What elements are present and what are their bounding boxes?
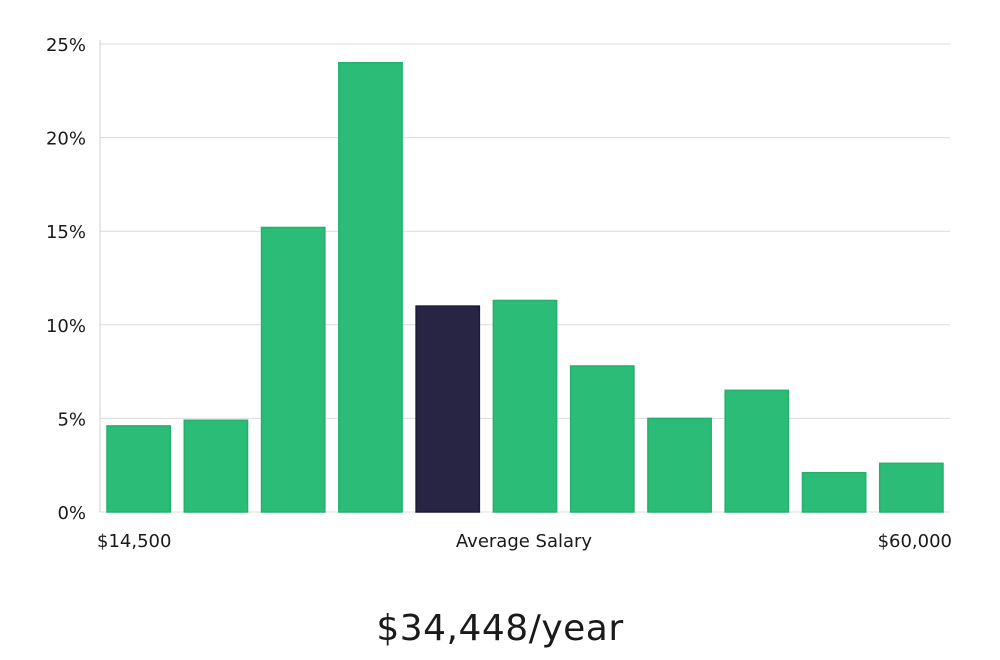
bar xyxy=(801,471,867,513)
y-axis-ticks: 0% 5% 10% 15% 20% 25% xyxy=(46,35,86,524)
bar xyxy=(183,419,249,513)
bar xyxy=(878,462,944,513)
x-label-min: $14,500 xyxy=(97,531,171,552)
average-salary-value: $34,448/year xyxy=(376,608,624,649)
y-tick-label: 20% xyxy=(46,129,86,150)
y-tick-label: 5% xyxy=(57,409,86,430)
y-tick-label: 25% xyxy=(46,35,86,56)
bars xyxy=(106,61,944,513)
bar xyxy=(338,61,403,513)
y-tick-label: 15% xyxy=(46,222,86,243)
bar xyxy=(569,365,635,513)
y-tick-label: 10% xyxy=(46,316,86,337)
bar-average-salary xyxy=(415,305,481,513)
bar xyxy=(260,226,326,513)
bar xyxy=(647,417,712,513)
y-tick-label: 0% xyxy=(57,503,86,524)
bar xyxy=(492,299,558,513)
bar xyxy=(724,389,790,513)
x-label-max: $60,000 xyxy=(878,531,952,552)
bar xyxy=(106,425,172,513)
salary-histogram: 0%5%10%15%20%25% $14,500 Average Salary … xyxy=(46,35,952,552)
x-label-average-salary: Average Salary xyxy=(456,531,593,552)
